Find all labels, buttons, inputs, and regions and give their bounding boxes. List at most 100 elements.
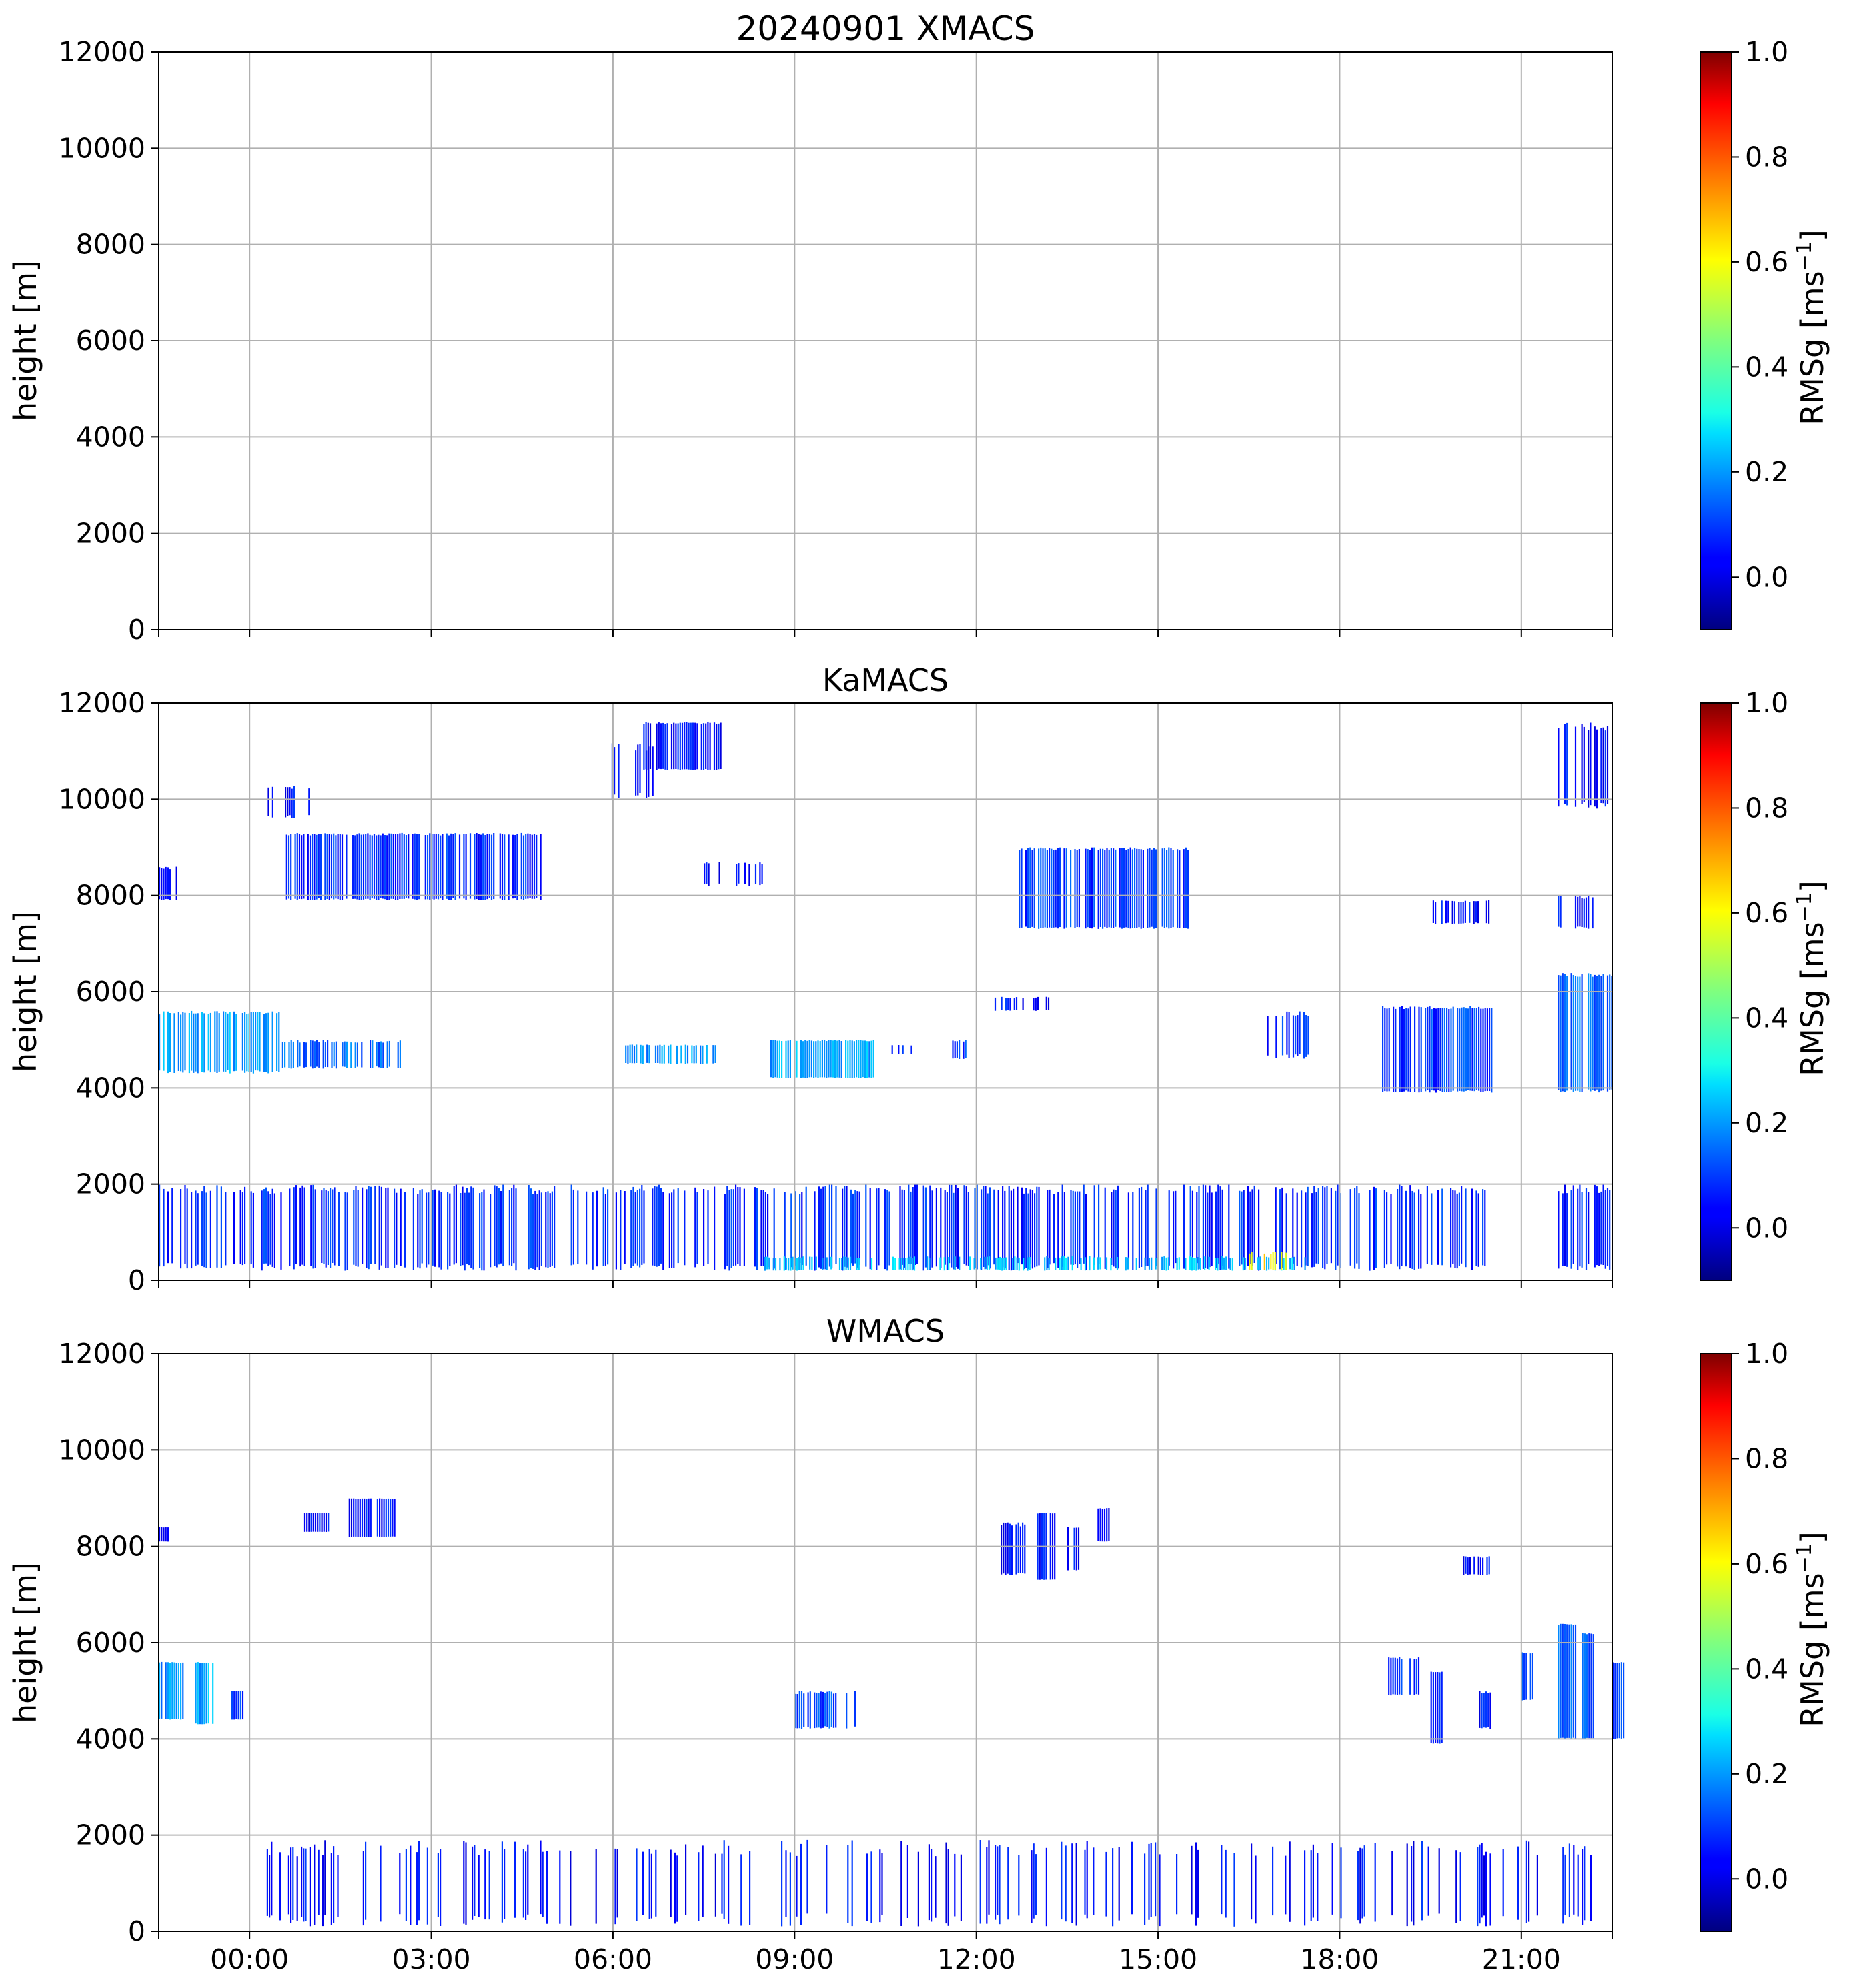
echo-streak [1191, 1845, 1193, 1915]
echo-streak [1135, 1258, 1137, 1270]
echo-streak [255, 1012, 257, 1071]
colorbar-tick-label: 0.2 [1745, 1758, 1788, 1790]
echo-streak [1604, 1190, 1606, 1269]
echo-streak [815, 1256, 817, 1270]
echo-streak [1574, 726, 1577, 807]
echo-streak [484, 835, 486, 900]
echo-streak [743, 1188, 745, 1266]
echo-streak [811, 1256, 813, 1270]
echo-streak [528, 1185, 530, 1270]
echo-streak [163, 1011, 165, 1071]
radar-echo-region [159, 1184, 1486, 1271]
echo-streak [891, 1045, 893, 1054]
echo-streak [327, 1191, 329, 1265]
echo-streak [1110, 848, 1112, 928]
echo-streak [1136, 848, 1138, 928]
echo-streak [1042, 848, 1044, 928]
radar-echo-region [1097, 1508, 1110, 1542]
echo-streak [386, 835, 388, 900]
echo-streak [800, 1843, 802, 1925]
echo-streak [472, 1187, 474, 1270]
echo-streak [954, 1853, 956, 1917]
wmacs-grid [159, 1353, 1612, 1932]
echo-streak [244, 1012, 246, 1073]
echo-streak [1401, 1186, 1403, 1266]
echo-streak [175, 1663, 177, 1719]
echo-streak [849, 1256, 852, 1270]
echo-streak [713, 722, 716, 770]
echo-streak [525, 834, 527, 899]
echo-streak [182, 1012, 184, 1073]
echo-streak [273, 1193, 275, 1268]
echo-streak [205, 1192, 207, 1268]
echo-streak [1585, 897, 1588, 928]
echo-streak [986, 1847, 988, 1924]
echo-streak [1029, 1257, 1031, 1270]
echo-streak [1191, 1190, 1193, 1267]
echo-streak [954, 1041, 956, 1058]
echo-streak [1197, 1257, 1199, 1270]
echo-streak [233, 1011, 235, 1072]
echo-streak [810, 1040, 812, 1078]
echo-streak [1151, 1257, 1153, 1270]
echo-streak [380, 1041, 382, 1068]
echo-streak [1097, 1257, 1099, 1270]
echo-streak [1295, 1015, 1297, 1055]
echo-streak [357, 1499, 359, 1537]
colorbar-tick-label: 0.8 [1745, 792, 1788, 824]
echo-streak [1609, 974, 1611, 1090]
echo-streak [1141, 1186, 1143, 1267]
echo-streak [1399, 1184, 1401, 1270]
echo-streak [335, 835, 337, 899]
echo-streak [662, 1192, 664, 1270]
echo-streak [380, 1845, 382, 1922]
echo-streak [1148, 1843, 1150, 1920]
radar-echo-region [348, 1498, 372, 1537]
echo-streak [1105, 1851, 1107, 1917]
echo-streak [884, 1189, 886, 1270]
echo-streak [314, 1844, 316, 1925]
echo-streak [1592, 897, 1594, 929]
echo-streak [929, 1258, 931, 1270]
echo-streak [870, 1258, 873, 1270]
echo-streak [1577, 896, 1579, 927]
echo-streak [760, 1190, 762, 1266]
echo-streak [529, 834, 531, 898]
echo-streak [1202, 1184, 1204, 1269]
echo-streak [1112, 1848, 1114, 1927]
kamacs-colorbar-gradient [1700, 702, 1732, 1281]
echo-streak [796, 1694, 798, 1729]
echo-streak [1127, 849, 1129, 928]
echo-streak [354, 1042, 356, 1068]
echo-streak [405, 1849, 407, 1921]
echo-streak [820, 1691, 822, 1729]
radar-echo-region [1521, 1652, 1533, 1701]
echo-streak [293, 1187, 295, 1270]
echo-streak [308, 1513, 310, 1532]
echo-streak [878, 1188, 880, 1266]
unit-superscript: −1 [1793, 241, 1816, 271]
echo-streak [1446, 1008, 1448, 1092]
echo-streak [1307, 1016, 1309, 1055]
echo-streak [1487, 1693, 1489, 1727]
echo-streak [1322, 1186, 1324, 1268]
echo-streak [632, 1186, 634, 1266]
echo-streak [289, 1188, 291, 1266]
echo-streak [1053, 1194, 1055, 1264]
echo-streak [1489, 1008, 1491, 1091]
echo-streak [1018, 1855, 1020, 1916]
echo-streak [691, 1045, 693, 1064]
echo-streak [1031, 850, 1033, 927]
echo-streak [851, 1040, 853, 1078]
echo-streak [424, 835, 426, 900]
echo-streak [1459, 1852, 1461, 1921]
echo-streak [645, 722, 647, 770]
echo-streak [366, 1499, 368, 1537]
echo-streak [659, 1044, 661, 1064]
echo-streak [1481, 1693, 1483, 1729]
echo-streak [1115, 1190, 1117, 1269]
echo-streak [1046, 850, 1048, 928]
echo-streak [732, 1189, 734, 1266]
echo-streak [1606, 1188, 1609, 1266]
echo-streak [702, 1045, 704, 1064]
